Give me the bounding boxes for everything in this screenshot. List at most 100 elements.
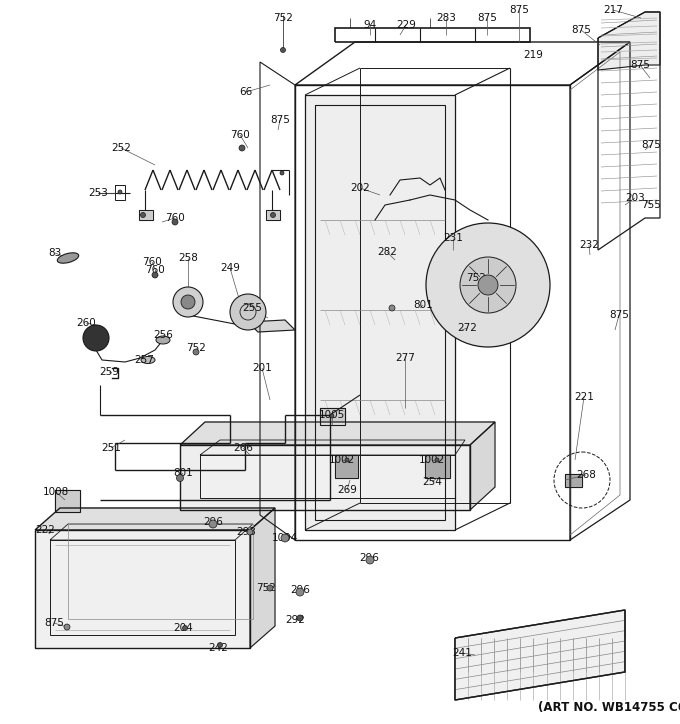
Circle shape [297,615,303,621]
Circle shape [247,529,253,535]
Text: 755: 755 [641,200,661,210]
Text: 231: 231 [443,233,463,243]
Polygon shape [180,422,495,445]
Polygon shape [35,508,275,530]
Text: 253: 253 [88,188,108,198]
Polygon shape [200,455,455,498]
Text: 251: 251 [101,443,121,453]
Circle shape [345,458,349,462]
Polygon shape [598,12,660,70]
Text: 292: 292 [285,615,305,625]
Text: 217: 217 [603,5,623,15]
Text: 249: 249 [220,263,240,273]
Circle shape [280,48,286,53]
Circle shape [83,325,109,351]
Text: 875: 875 [630,60,650,70]
Polygon shape [470,422,495,510]
Text: 269: 269 [337,485,357,495]
Text: 801: 801 [413,300,433,310]
Circle shape [173,287,203,317]
Text: 204: 204 [173,623,193,633]
Text: 255: 255 [242,303,262,313]
Circle shape [267,585,273,591]
Circle shape [366,556,374,564]
Polygon shape [455,610,625,700]
Circle shape [281,534,289,542]
Text: 752: 752 [186,343,206,353]
Text: 760: 760 [230,130,250,140]
Polygon shape [320,408,345,425]
Polygon shape [305,95,455,530]
Circle shape [435,458,439,462]
Text: 875: 875 [609,310,629,320]
Text: 296: 296 [359,553,379,563]
Circle shape [172,219,178,225]
Text: 875: 875 [641,140,661,150]
Text: 1004: 1004 [272,533,298,543]
Text: 260: 260 [76,318,96,328]
Circle shape [296,588,304,596]
Text: 760: 760 [142,257,162,267]
Ellipse shape [57,253,79,264]
Text: 221: 221 [574,392,594,402]
Text: 1002: 1002 [419,455,445,465]
Text: 219: 219 [523,50,543,60]
Circle shape [152,272,158,278]
Circle shape [141,213,146,217]
Text: 257: 257 [134,355,154,365]
Text: 875: 875 [44,618,64,628]
Polygon shape [180,445,470,510]
Text: 760: 760 [145,265,165,275]
Polygon shape [139,210,153,220]
Text: 254: 254 [422,477,442,487]
Text: 283: 283 [436,13,456,23]
Text: 66: 66 [239,87,253,97]
Circle shape [193,349,199,355]
Text: 801: 801 [173,468,193,478]
Circle shape [239,145,245,151]
Text: 296: 296 [203,517,223,527]
Text: 266: 266 [233,443,253,453]
Text: 83: 83 [48,248,62,258]
Polygon shape [248,320,295,332]
Circle shape [230,294,266,330]
Circle shape [271,213,275,217]
Polygon shape [35,530,250,648]
Text: 296: 296 [290,585,310,595]
Text: 202: 202 [350,183,370,193]
Text: 258: 258 [178,253,198,263]
Polygon shape [425,455,450,478]
Polygon shape [55,490,80,512]
Text: 875: 875 [571,25,591,35]
Circle shape [181,295,195,309]
Text: 252: 252 [111,143,131,153]
Text: 229: 229 [396,20,416,30]
Circle shape [218,642,222,647]
Text: 94: 94 [363,20,377,30]
Text: 242: 242 [208,643,228,653]
Text: 282: 282 [377,247,397,257]
Circle shape [118,190,122,194]
Text: 272: 272 [457,323,477,333]
Text: 752: 752 [256,583,276,593]
Text: 752: 752 [466,273,486,283]
Text: 277: 277 [395,353,415,363]
Text: 752: 752 [273,13,293,23]
Ellipse shape [156,336,170,344]
Circle shape [64,624,70,630]
Text: 241: 241 [452,648,472,658]
Text: 259: 259 [99,367,119,377]
Text: 1005: 1005 [319,410,345,420]
Text: 222: 222 [35,525,55,535]
Text: 875: 875 [477,13,497,23]
Text: 875: 875 [270,115,290,125]
Polygon shape [250,508,275,648]
Text: 201: 201 [252,363,272,373]
Text: 268: 268 [576,470,596,480]
Text: 1008: 1008 [43,487,69,497]
Polygon shape [266,210,280,220]
Text: 232: 232 [579,240,599,250]
Circle shape [280,171,284,175]
Circle shape [426,223,550,347]
Polygon shape [335,455,358,478]
